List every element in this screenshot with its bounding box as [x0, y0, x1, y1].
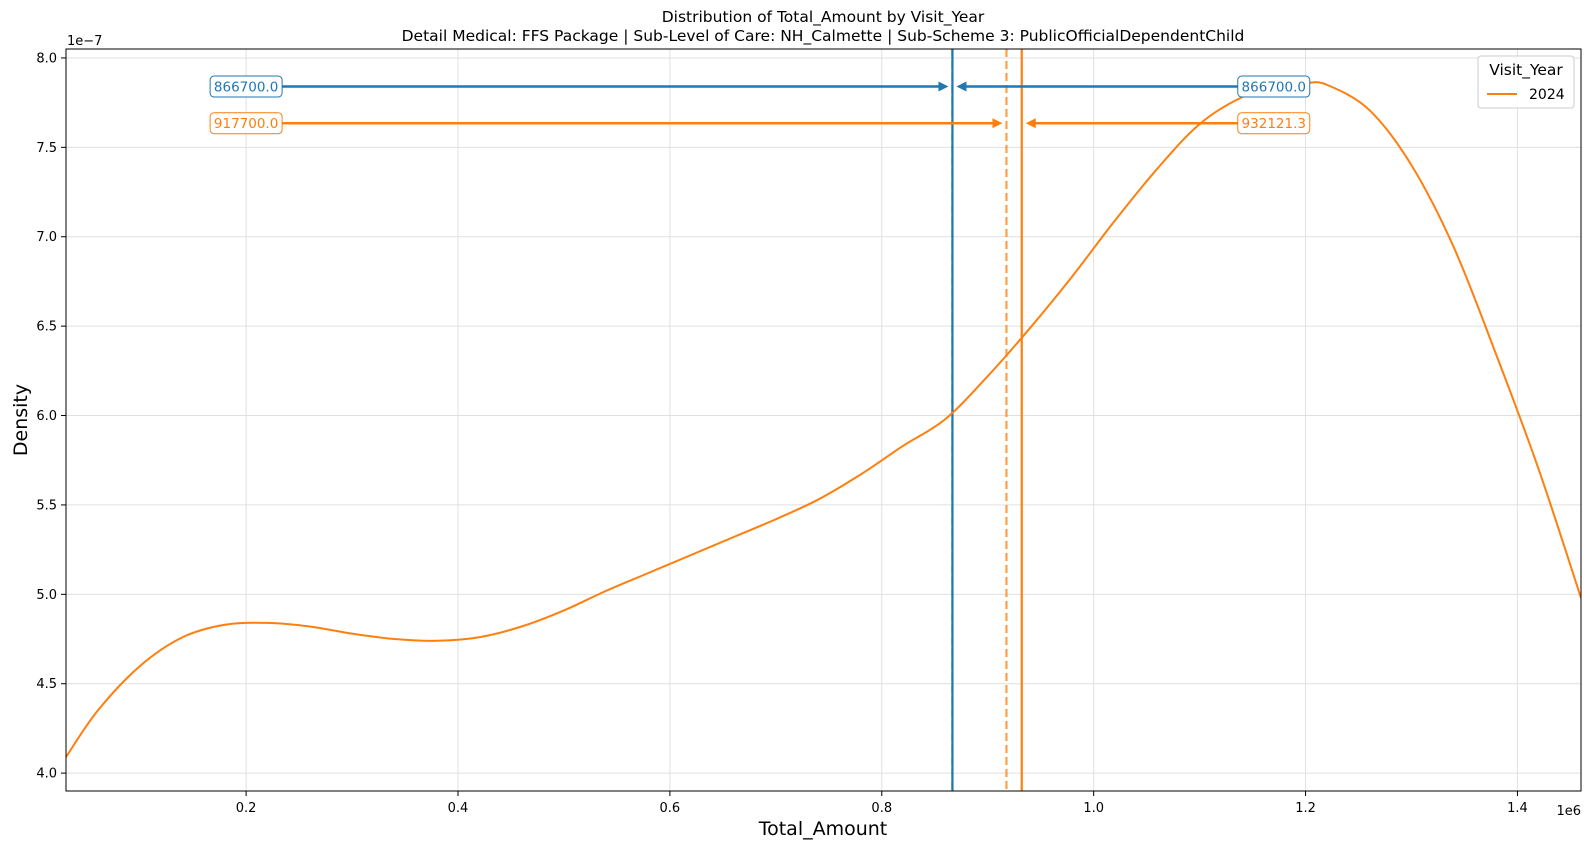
x-tick-label: 0.6 — [660, 801, 681, 816]
chart-title: Distribution of Total_Amount by Visit_Ye… — [662, 8, 985, 27]
chart-subtitle: Detail Medical: FFS Package | Sub-Level … — [402, 27, 1245, 46]
annotation-arrow-head — [938, 81, 949, 92]
density-line-2024 — [66, 81, 1581, 758]
annotation-box — [1237, 75, 1311, 98]
y-offset-label: 1e−7 — [67, 34, 102, 49]
series-lines — [66, 81, 1581, 758]
annotation-arrow-head — [1025, 118, 1036, 129]
grid-lines — [66, 49, 1581, 791]
y-tick-label: 4.0 — [36, 767, 57, 782]
annotation-box — [209, 112, 283, 135]
annotation-arrow-head — [956, 81, 967, 92]
legend: Visit_Year 2024 — [1477, 55, 1575, 109]
x-axis-ticks: 0.2 0.4 0.6 0.8 1.0 1.2 1.4 — [236, 791, 1528, 816]
y-axis-ticks: 4.0 4.5 5.0 5.5 6.0 6.5 7.0 7.5 8.0 — [36, 51, 66, 782]
x-tick-label: 1.0 — [1083, 801, 1104, 816]
y-tick-label: 8.0 — [36, 51, 57, 66]
x-axis-label: Total_Amount — [758, 818, 888, 840]
annotation-label: 866700.0 — [1242, 80, 1306, 96]
y-tick-label: 7.0 — [36, 230, 57, 245]
annotation-label: 866700.0 — [214, 80, 278, 96]
plot-frame — [65, 48, 1582, 792]
y-tick-label: 5.0 — [36, 588, 57, 603]
annotations: 866700.0 866700.0 917700.0 932121.3 — [209, 75, 1311, 135]
annotation-label: 917700.0 — [214, 116, 278, 132]
y-tick-label: 6.5 — [36, 320, 57, 335]
y-tick-label: 6.0 — [36, 409, 57, 424]
x-tick-label: 0.4 — [448, 801, 469, 816]
annotation-arrow-head — [992, 118, 1003, 129]
legend-entry-2024: 2024 — [1529, 87, 1565, 103]
y-axis-label: Density — [10, 384, 32, 456]
legend-title: Visit_Year — [1489, 61, 1563, 80]
x-tick-label: 0.2 — [236, 801, 257, 816]
annotation-box — [1237, 112, 1311, 135]
x-tick-label: 1.2 — [1295, 801, 1316, 816]
annotation-box — [209, 75, 283, 98]
annotation-label: 932121.3 — [1242, 116, 1306, 132]
y-tick-label: 4.5 — [36, 677, 57, 692]
reference-lines — [951, 49, 1023, 791]
x-tick-label: 1.4 — [1507, 801, 1528, 816]
x-tick-label: 0.8 — [871, 801, 892, 816]
y-tick-label: 5.5 — [36, 498, 57, 513]
x-offset-label: 1e6 — [1556, 804, 1581, 819]
y-tick-label: 7.5 — [36, 141, 57, 156]
